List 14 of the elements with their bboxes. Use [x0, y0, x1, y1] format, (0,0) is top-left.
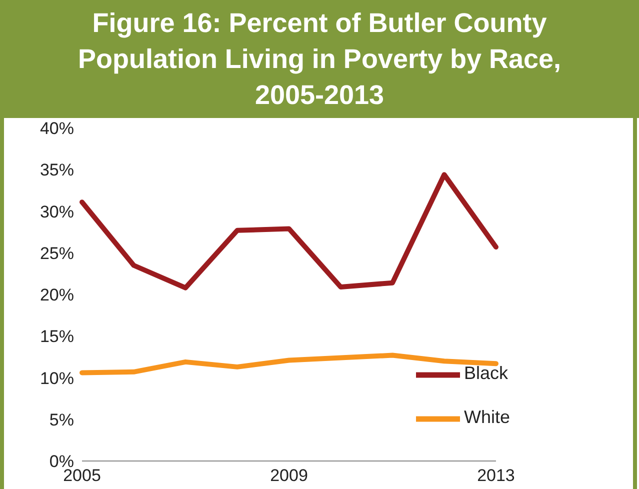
y-tick-label: 15%: [40, 327, 74, 346]
x-tick-label: 2005: [63, 466, 101, 486]
x-tick-label: 2009: [270, 466, 308, 486]
x-tick-label: 2013: [477, 466, 515, 486]
y-tick-label: 30%: [40, 202, 74, 222]
legend-label: White: [464, 407, 510, 428]
y-tick-label: 5%: [49, 410, 74, 430]
y-tick-label: 20%: [40, 286, 74, 305]
y-tick-label: 25%: [40, 244, 74, 263]
y-tick-label: 40%: [40, 119, 74, 138]
chart-title: Figure 16: Percent of Butler County Population Living in Poverty by Race, 2005-2013: [0, 0, 639, 118]
y-tick-label: 10%: [40, 368, 74, 388]
y-tick-label: 35%: [40, 160, 74, 180]
legend-label: Black: [464, 363, 508, 384]
